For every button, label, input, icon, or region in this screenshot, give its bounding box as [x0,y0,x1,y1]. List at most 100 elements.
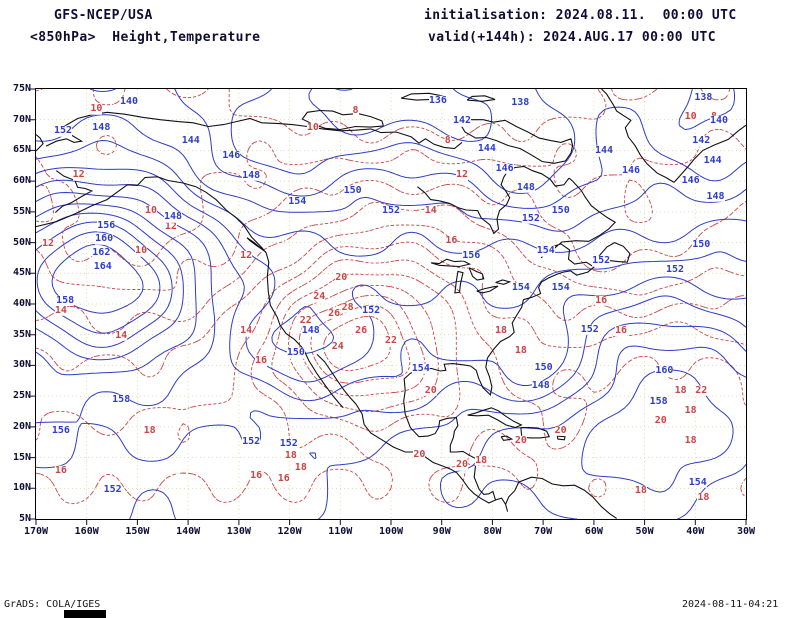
height-contour-label: 154 [551,281,570,294]
temperature-contour-label: 16 [250,469,263,482]
temperature-contour-label: 18 [284,449,297,462]
temperature-contour-label: 20 [335,271,348,284]
lat-tick-label: 35N [12,328,31,340]
height-contour-label: 154 [288,195,307,208]
lon-tick-label: 100W [378,526,404,537]
height-contour-148 [35,167,747,383]
coastlines [35,88,747,519]
temperature-contour-label: 10 [144,204,158,217]
temperature-contour-label: 14 [424,204,437,217]
lon-tick-label: 60W [584,526,603,537]
height-contour-158 [35,221,734,493]
lon-tick-label: 140W [176,526,201,537]
temperature-contour-label: 22 [695,384,708,397]
field-title: <850hPa> Height,Temperature [30,30,261,45]
height-contour-label: 152 [521,212,540,225]
height-contour-label: 146 [681,174,700,187]
height-contour-label: 164 [93,260,112,273]
temperature-contour-label: 20 [424,384,437,397]
height-contour-label: 160 [655,364,674,377]
height-contour-label: 158 [112,393,131,406]
temperature-contour-label: 10 [684,110,697,123]
map-svg [30,88,747,525]
temperature-contour-6 [35,88,731,144]
height-contour-label: 152 [362,304,381,317]
temperature-contour-label: 16 [54,464,67,477]
temperature-contour-label: 18 [143,424,156,437]
temperature-contour-10 [35,179,747,291]
height-contour-label: 146 [222,149,241,162]
height-contour-label: 148 [92,121,111,134]
temperature-contour-label: 16 [277,472,290,485]
temperature-contour-label: 18 [514,344,527,357]
height-contour-label: 156 [462,249,481,262]
lat-tick-label: 55N [12,205,31,217]
height-contour-label: 158 [649,395,668,408]
graticule-lines [36,89,746,519]
lon-tick-label: 130W [226,526,251,537]
temperature-contour-label: 26 [328,307,341,320]
temperature-contour-label: 18 [697,491,710,504]
temperature-contour-label: 18 [684,434,697,447]
lon-tick-label: 70W [534,526,553,537]
height-contour-label: 150 [692,238,711,251]
height-contour-label: 144 [477,142,496,155]
temperature-contour-label: 20 [654,414,667,427]
height-contour-label: 154 [536,244,555,257]
height-contour-label: 142 [452,115,472,127]
temperature-contour-label: 20 [455,459,469,471]
height-contour-label: 148 [242,169,261,182]
height-contour-label: 152 [53,124,72,137]
temperature-contour-label: 22 [384,334,398,347]
temperature-contour-label: 8 [352,104,359,116]
height-contour-label: 152 [592,254,611,267]
temperature-contour-label: 20 [514,434,527,447]
lat-tick-label: 75N [12,83,31,94]
axis-ticks [30,88,747,525]
height-contour-label: 162 [92,246,111,259]
height-contour-label: 158 [56,294,75,307]
height-contour-label: 142 [692,134,711,147]
height-contour-label: 140 [119,95,139,108]
temperature-contour-22 [287,284,439,413]
temperature-contour-14 [35,224,747,378]
height-contour-label: 144 [594,145,614,157]
temperature-contour-label: 18 [475,454,488,467]
lat-tick-label: 5N [18,513,31,524]
temperature-contour-label: 12 [42,237,55,250]
temperature-contour-label: 16 [255,354,268,367]
temperature-contour-label: 10 [135,244,148,257]
height-contour-label: 154 [511,281,530,294]
temperature-contour-label: 18 [495,324,508,337]
height-contour-label: 152 [381,204,401,217]
temperature-contour-label: 28 [341,301,354,314]
height-contour-label: 148 [301,324,320,337]
lon-tick-label: 170W [23,526,49,537]
temperature-contour-label: 22 [299,314,312,327]
height-contour-label: 156 [51,424,70,437]
height-contour-label: 152 [279,437,298,450]
init-time-label: initialisation: 2024.08.11. 00:00 UTC [424,8,737,23]
height-contour-label: 160 [95,232,114,245]
height-contour-label: 136 [428,94,447,107]
temperature-contour-label: 18 [634,484,647,497]
temperature-contour-label: 16 [445,234,458,247]
temperature-contour-label: 12 [72,168,85,181]
height-contour-152 [35,192,747,469]
lat-tick-label: 30N [12,359,31,371]
height-contour-label: 140 [709,114,729,127]
temperature-contour-label: 8 [444,134,451,146]
lat-tick-label: 20N [12,420,31,432]
lon-tick-label: 90W [432,526,451,537]
height-contour-label: 152 [665,263,685,275]
height-contour-label: 152 [580,323,599,336]
height-contour-label: 148 [706,190,725,203]
lon-tick-label: 160W [74,526,99,537]
lat-tick-label: 65N [12,144,31,156]
temperature-contour-label: 10 [90,102,103,115]
map-plot [30,88,747,525]
lat-tick-label: 25N [12,390,31,402]
height-contour-144 [35,114,747,232]
lon-tick-label: 40W [686,526,705,537]
